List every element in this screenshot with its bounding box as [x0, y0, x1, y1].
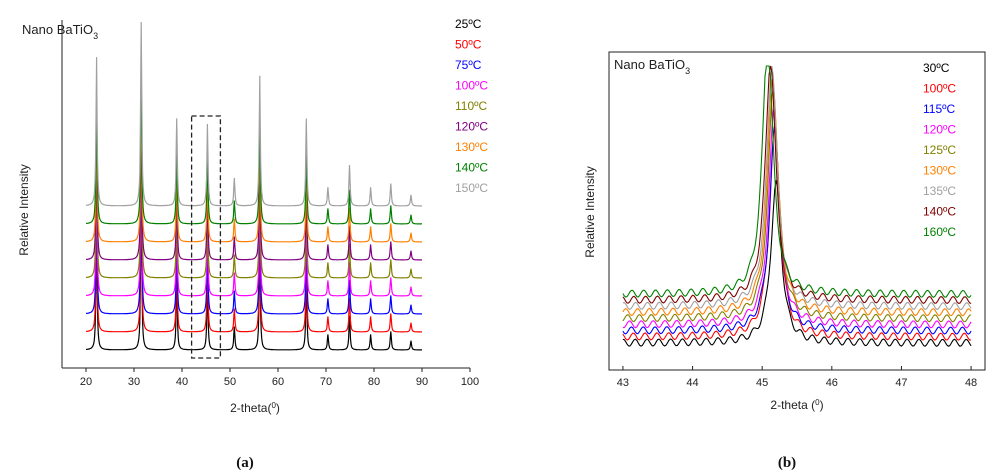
panel-b-legend-item: 100ºC [923, 82, 956, 96]
caption-a: (a) [236, 455, 254, 471]
panel-a-legend-item: 50ºC [455, 38, 482, 52]
panel-a-legend-item: 100ºC [455, 79, 488, 93]
panel-b-legend-item: 125ºC [923, 143, 956, 157]
panel-b-x-tick-label: 45 [756, 377, 768, 389]
panel-a-x-tick-label: 70 [320, 376, 332, 388]
panel-a-legend-item: 130ºC [455, 140, 488, 154]
panel-b-series-line [622, 78, 972, 317]
panel-a-chart: Nano BaTiO3 Relative Intensity 2-theta(0… [17, 17, 488, 471]
panel-b-legend-item: 120ºC [923, 123, 956, 137]
panel-a-x-tick-label: 100 [461, 376, 479, 388]
panel-b-plot-area: 43 44 45 46 47 48 [617, 65, 977, 389]
panel-a-legend-item: 150ºC [455, 181, 488, 195]
panel-b-x-tick-label: 47 [895, 377, 907, 389]
panel-a-x-tick-label: 60 [272, 376, 284, 388]
panel-a-series-line [85, 21, 422, 207]
panel-b-chart: Nano BaTiO3 Relative Intensity 2-theta (… [583, 51, 986, 471]
panel-b-legend-item: 140ºC [923, 205, 956, 219]
panel-a-legend-item: 25ºC [455, 17, 482, 31]
panel-b-series-line [622, 124, 972, 341]
panel-a-x-tick-label: 90 [416, 376, 428, 388]
panel-b-y-axis-label: Relative Intensity [583, 166, 597, 257]
panel-a-x-tick-label: 30 [128, 376, 140, 388]
panel-a-legend: 150ºC 140ºC 130ºC 120ºC 110ºC 100ºC 75ºC 50ºC 25… [455, 17, 488, 195]
panel-a-x-tick-label: 80 [368, 376, 380, 388]
panel-b-series-line [622, 109, 972, 329]
panel-b-title: Nano BaTiO3 [614, 57, 690, 76]
panel-b-series-line [622, 65, 972, 299]
panel-b-series-line [622, 125, 972, 335]
panel-b-series-line [622, 66, 972, 311]
panel-b-x-tick-label: 48 [965, 377, 977, 389]
caption-b: (b) [778, 455, 796, 471]
panel-a-highlight-box [190, 115, 222, 359]
panel-a-legend-item: 110ºC [455, 99, 488, 113]
panel-a-x-tick-label: 50 [224, 376, 236, 388]
panel-a-plot-area: 20 30 40 50 60 70 80 90 100 [61, 20, 479, 388]
panel-b-series-line [622, 180, 972, 347]
panel-b-legend-item: 115ºC [923, 102, 956, 116]
panel-b-legend: 30ºC 100ºC 115ºC 120ºC 125ºC 130ºC 135ºC 140ºC 1… [923, 61, 956, 239]
panel-a-legend-item: 120ºC [455, 120, 488, 134]
panel-b-x-tick-label: 44 [686, 377, 698, 389]
panel-b-plot-frame [608, 51, 986, 371]
panel-b-legend-item: 160ºC [923, 225, 956, 239]
panel-b-x-tick-label: 46 [826, 377, 838, 389]
panel-a-title: Nano BaTiO3 [22, 22, 98, 41]
panel-a-y-axis-label: Relative Intensity [17, 164, 31, 255]
panel-a-legend-item: 140ºC [455, 161, 488, 175]
panel-a-x-tick-label: 40 [176, 376, 188, 388]
panel-b-legend-item: 135ºC [923, 184, 956, 198]
panel-b-series-line [622, 65, 972, 305]
panel-b-legend-item: 130ºC [923, 164, 956, 178]
panel-b-legend-item: 30ºC [923, 61, 950, 75]
panel-b-x-axis-label: 2-theta (0) [770, 398, 823, 413]
panel-a-legend-item: 75ºC [455, 58, 482, 72]
panel-a-x-tick-label: 20 [80, 376, 92, 388]
panel-b-x-tick-label: 43 [617, 377, 629, 389]
panel-a-x-axis-label: 2-theta(0) [230, 401, 280, 416]
panel-b-series-line [622, 88, 972, 323]
